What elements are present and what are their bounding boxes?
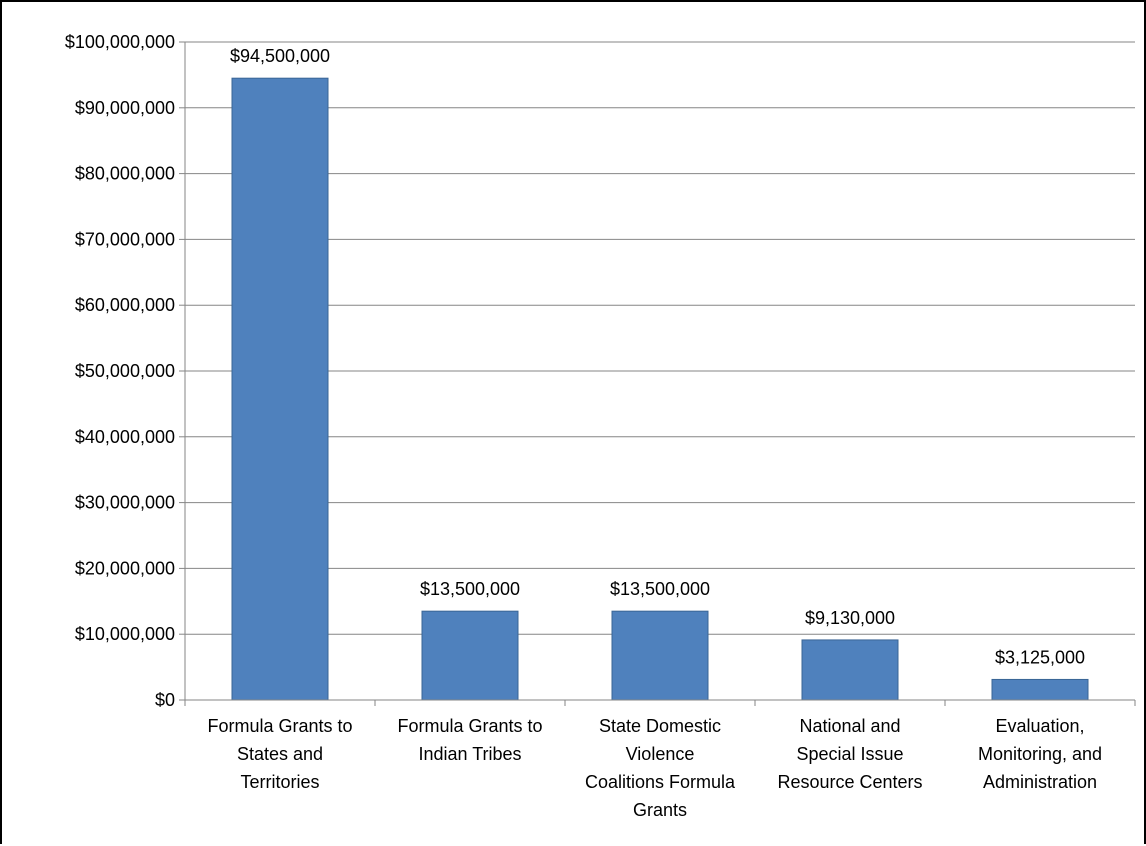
y-tick-label: $20,000,000 [75,558,175,578]
y-tick-label: $70,000,000 [75,229,175,249]
y-tick-label: $100,000,000 [65,32,175,52]
bar [231,77,329,701]
x-tick-label: Formula Grants to States and Territories [207,716,352,792]
data-label: $9,130,000 [805,608,895,628]
data-label: $3,125,000 [995,647,1085,667]
y-tick-label: $40,000,000 [75,427,175,447]
y-tick-label: $0 [155,690,175,710]
y-axis-tick-labels: $0 $10,000,000 $20,000,000 $30,000,000 $40,0… [65,32,175,710]
x-tick-label: National and Special Issue Resource Center… [777,716,922,792]
y-tick-label: $10,000,000 [75,624,175,644]
x-tick-label: State Domestic Violence Coalitions Formula… [585,716,736,820]
axes [184,42,1136,706]
y-tick-label: $60,000,000 [75,295,175,315]
bar [421,610,519,701]
y-tick-label: $90,000,000 [75,98,175,118]
data-labels: $94,500,000 $13,500,000 $13,500,000 $9,130,… [230,46,1085,667]
x-tick-label: Evaluation, Monitoring, and Administration [978,716,1102,792]
data-label: $13,500,000 [610,579,710,599]
x-axis-category-labels: Formula Grants to States and Territories Fo… [207,716,1102,820]
bar [801,639,899,701]
bar [991,678,1089,701]
x-tick-label: Formula Grants to Indian Tribes [397,716,542,764]
y-tick-label: $80,000,000 [75,164,175,184]
y-tick-label: $50,000,000 [75,361,175,381]
bar [611,610,709,701]
bars [231,77,1089,701]
data-label: $94,500,000 [230,46,330,66]
data-label: $13,500,000 [420,579,520,599]
y-tick-label: $30,000,000 [75,493,175,513]
